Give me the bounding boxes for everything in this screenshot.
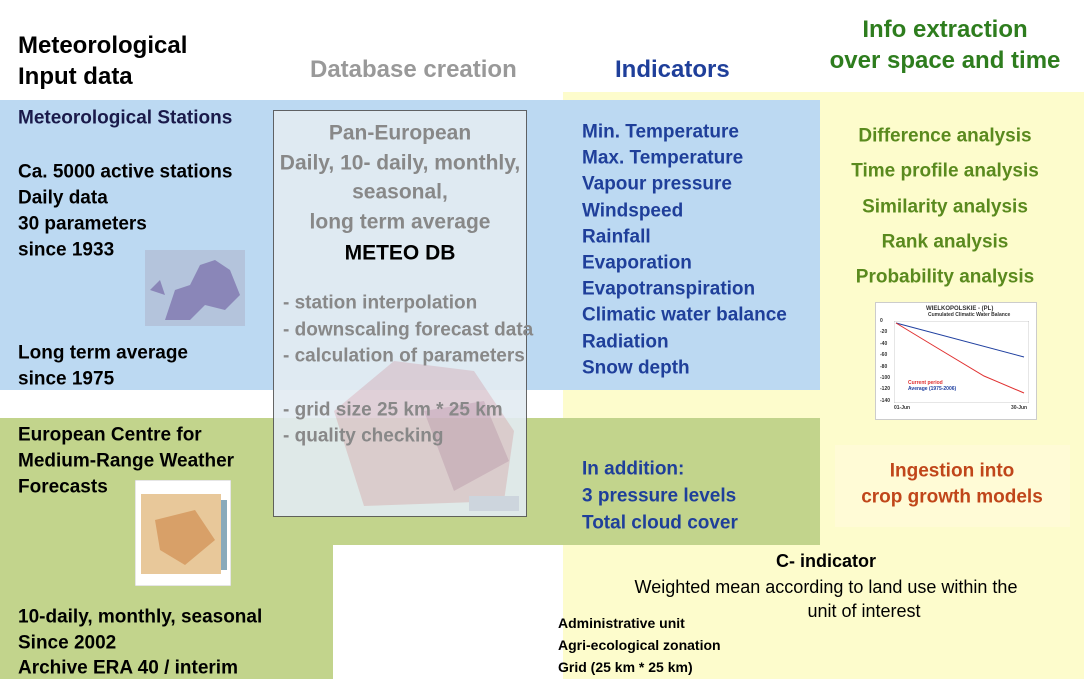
chart-tick-label: -20 — [880, 330, 887, 335]
ecmwf-detail: 10-daily, monthly, seasonal — [18, 608, 262, 627]
chart-tick-label: -80 — [880, 365, 887, 370]
station-detail: Daily data — [18, 189, 108, 208]
analysis: Probability analysis — [856, 268, 1034, 287]
chart-tick-label: 0 — [880, 319, 883, 324]
database-scope: seasonal, — [352, 182, 448, 203]
chart-tick-label: -140 — [880, 399, 890, 404]
chart-tick-label: -40 — [880, 342, 887, 347]
legend-item: Average (1975-2006) — [908, 387, 956, 392]
indicator: Snow depth — [582, 358, 690, 377]
station-detail: since 1933 — [18, 241, 114, 260]
analysis: Time profile analysis — [851, 162, 1039, 181]
station-average: Long term average — [18, 344, 188, 363]
indicator: Radiation — [582, 332, 669, 351]
stations-title: Meteorological Stations — [18, 109, 232, 128]
ecmwf-title: Forecasts — [18, 478, 108, 497]
forecast-map — [135, 480, 231, 586]
database-step: - quality checking — [283, 427, 443, 446]
header: Input data — [18, 65, 133, 89]
indicator: Min. Temperature — [582, 123, 739, 142]
database-step: - calculation of parameters — [283, 347, 525, 366]
additional-indicator: In addition: — [582, 460, 684, 479]
ecmwf-title: Medium-Range Weather — [18, 452, 234, 471]
ecmwf-title: European Centre for — [18, 426, 202, 445]
additional-indicator: 3 pressure levels — [582, 487, 736, 506]
indicator: Windspeed — [582, 201, 683, 220]
indicator: Rainfall — [582, 227, 651, 246]
date-label: 30-Jun — [1011, 406, 1027, 411]
additional-indicator: Total cloud cover — [582, 514, 738, 533]
header: Indicators — [615, 58, 730, 82]
ecmwf-detail: Since 2002 — [18, 633, 116, 652]
header: Database creation — [310, 58, 517, 82]
c-indicator-description: unit of interest — [807, 602, 920, 620]
indicator: Vapour pressure — [582, 175, 732, 194]
indicator: Max. Temperature — [582, 149, 743, 168]
analysis: Difference analysis — [858, 127, 1031, 146]
analysis: Rank analysis — [882, 232, 1009, 251]
c-indicator-description: Weighted mean according to land use with… — [635, 578, 1018, 596]
ecmwf-detail: Archive ERA 40 / interim — [18, 659, 238, 678]
database-step: - station interpolation — [283, 294, 477, 313]
c-indicator-title: C- indicator — [776, 552, 876, 570]
ingestion-text: crop growth models — [861, 488, 1043, 507]
slide: WIELKOPOLSKIE - (PL) Cumulated Climatic … — [0, 0, 1084, 679]
database-scope: Pan-European — [329, 123, 471, 144]
chart-tick-label: -120 — [880, 387, 890, 392]
chart-subtitle: Cumulated Climatic Water Balance — [928, 313, 1010, 318]
header: Info extraction — [862, 18, 1027, 42]
header: over space and time — [830, 49, 1061, 73]
chart-tick-label: -100 — [880, 376, 890, 381]
database-step: - downscaling forecast data — [283, 321, 533, 340]
ingestion-text: Ingestion into — [890, 462, 1015, 481]
date-label: 01-Jun — [894, 406, 910, 411]
station-detail: 30 parameters — [18, 215, 147, 234]
database-name: METEO DB — [345, 243, 456, 264]
example-chart: WIELKOPOLSKIE - (PL) Cumulated Climatic … — [875, 302, 1037, 420]
database-scope: Daily, 10- daily, monthly, — [280, 152, 520, 173]
header: Meteorological — [18, 34, 187, 58]
database-scope: long term average — [310, 212, 491, 233]
chart-tick-label: -60 — [880, 353, 887, 358]
station-average: since 1975 — [18, 370, 114, 389]
indicator: Evaporation — [582, 254, 692, 273]
c-indicator-unit: Agri-ecological zonation — [558, 638, 721, 652]
indicator: Climatic water balance — [582, 306, 787, 325]
analysis: Similarity analysis — [862, 197, 1028, 216]
station-detail: Ca. 5000 active stations — [18, 163, 232, 182]
c-indicator-unit: Grid (25 km * 25 km) — [558, 660, 693, 674]
database-step: - grid size 25 km * 25 km — [283, 401, 503, 420]
c-indicator-unit: Administrative unit — [558, 616, 685, 630]
europe-map — [145, 250, 245, 326]
indicator: Evapotranspiration — [582, 280, 755, 299]
